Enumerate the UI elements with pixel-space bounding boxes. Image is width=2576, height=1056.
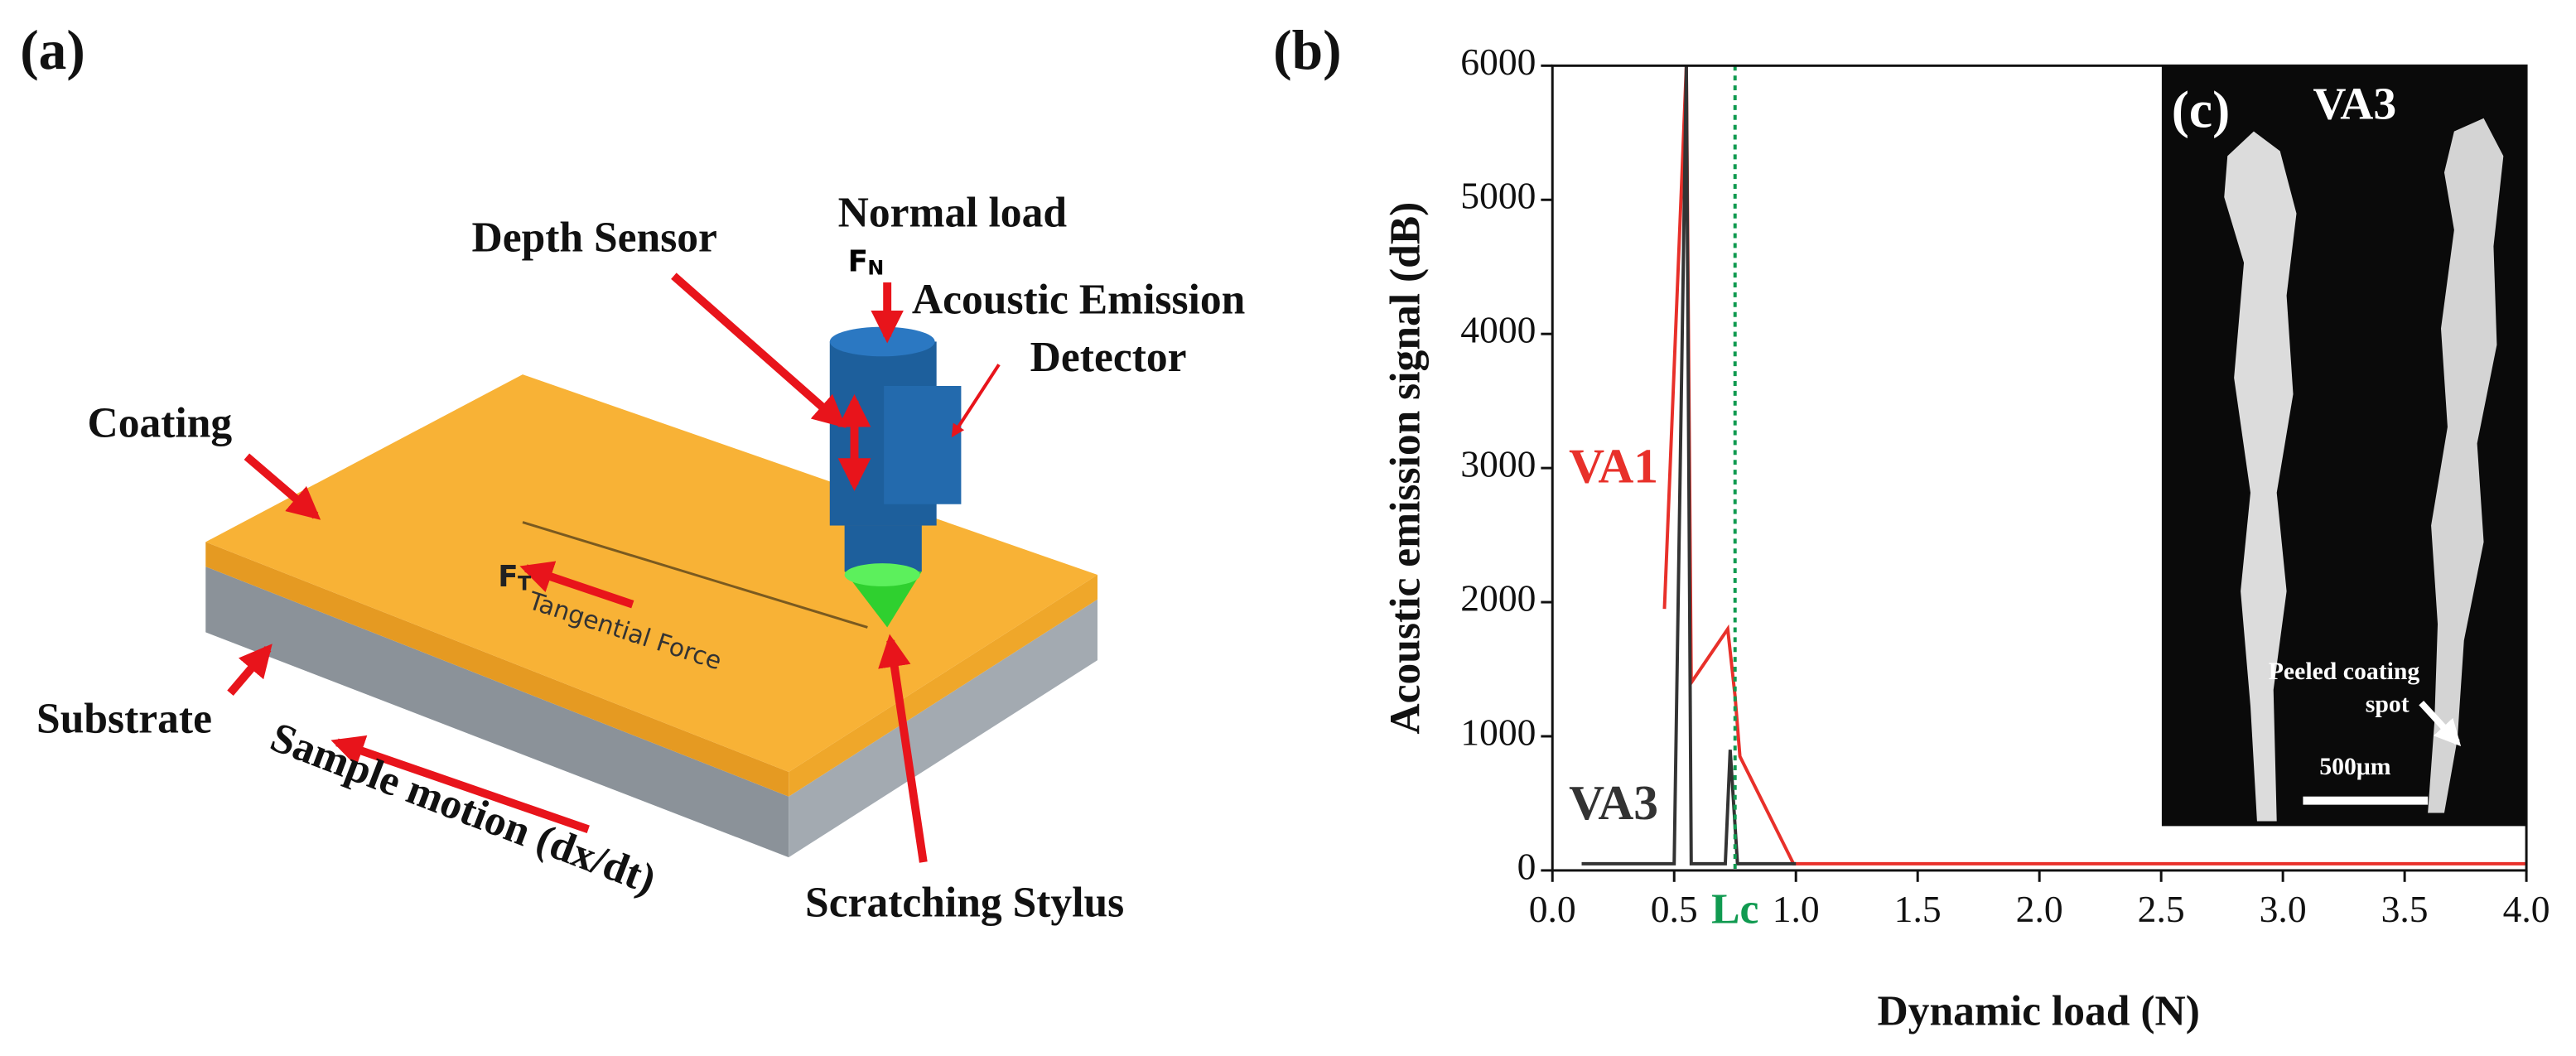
detector-box <box>884 385 962 504</box>
y-tick-label: 6000 <box>1460 41 1536 83</box>
x-tick-label: 0.0 <box>1529 888 1576 930</box>
inset-label: (c) <box>2172 80 2230 138</box>
inset-arrow <box>2419 700 2462 746</box>
scratch-streak <box>2428 118 2504 813</box>
substrate-arrow <box>227 644 273 696</box>
diagram: (a) Normal load F N Depth Sensor Acousti… <box>20 19 1245 926</box>
scratch-streak <box>2224 131 2297 822</box>
detector-label: Acoustic Emission <box>912 277 1245 324</box>
stylus-tip-top <box>844 563 920 586</box>
x-tick-label: 4.0 <box>2503 888 2550 930</box>
normal-load-label: Normal load <box>838 190 1068 237</box>
x-tick-label: 1.5 <box>1894 888 1942 930</box>
x-tick-label: 2.0 <box>2016 888 2063 930</box>
stylus-arrow <box>878 634 928 863</box>
force-subscript: T <box>518 571 532 595</box>
series-label: VA1 <box>1569 439 1658 494</box>
inset-title: VA3 <box>2313 80 2396 130</box>
stylus-label: Scratching Stylus <box>805 879 1124 926</box>
substrate-label: Substrate <box>36 695 212 742</box>
critical-load-label: Lc <box>1711 885 1758 933</box>
inset: (c) VA3 Peeled coating spot 500μm <box>2161 65 2527 827</box>
detector-arrow <box>951 364 1001 438</box>
x-tick-label: 0.5 <box>1651 888 1698 930</box>
y-axis-title: Acoustic emission signal (dB) <box>1382 202 1430 735</box>
panel-label: (a) <box>20 19 85 81</box>
force-subscript: N <box>867 257 884 280</box>
x-tick-label: 3.0 <box>2260 888 2307 930</box>
y-tick-label: 3000 <box>1460 443 1536 485</box>
detector-label: Detector <box>1030 334 1187 381</box>
stylus-top <box>829 326 935 357</box>
x-tick-label: 1.0 <box>1773 888 1820 930</box>
depth-sensor-label: Depth Sensor <box>472 214 717 261</box>
x-axis-title: Dynamic load (N) <box>1877 987 2199 1034</box>
coating-arrow <box>244 453 321 520</box>
force-symbol: F <box>498 560 518 594</box>
force-symbol: F <box>848 244 868 278</box>
y-tick-label: 1000 <box>1460 711 1536 753</box>
y-tick-label: 4000 <box>1460 309 1536 351</box>
depth-sensor-arrow <box>671 272 847 428</box>
series-label: VA3 <box>1569 775 1658 830</box>
x-tick-label: 2.5 <box>2138 888 2185 930</box>
y-tick-label: 0 <box>1517 845 1536 887</box>
inset-note: spot <box>2366 690 2410 717</box>
substrate-front <box>205 567 789 858</box>
panel-label: (b) <box>1273 19 1341 81</box>
scratch-track <box>522 521 868 629</box>
coating-side <box>789 575 1097 797</box>
y-tick-label: 5000 <box>1460 175 1536 217</box>
coating-top <box>205 374 1097 772</box>
tangential-force-arrow <box>519 561 634 609</box>
coating-label: Coating <box>88 399 233 446</box>
inset-note: Peeled coating <box>2269 658 2420 685</box>
x-tick-label: 3.5 <box>2381 888 2429 930</box>
scale-bar-label: 500μm <box>2319 753 2390 780</box>
y-tick-label: 2000 <box>1460 577 1536 620</box>
coating-front <box>205 542 789 797</box>
substrate-side <box>789 599 1097 858</box>
sample-motion-arrow <box>330 735 590 834</box>
stylus-tip <box>844 571 922 628</box>
scale-bar <box>2303 796 2429 805</box>
